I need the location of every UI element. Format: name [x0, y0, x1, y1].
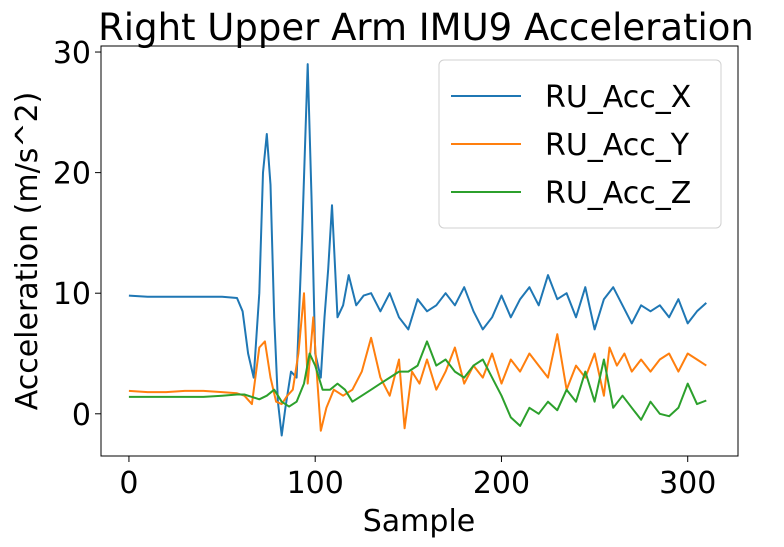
y-axis-ticks: 0 10 20 30: [53, 36, 101, 433]
series-line-ru-acc-y: [128, 292, 707, 432]
series-line-ru-acc-z: [128, 340, 707, 427]
x-tick-label: 200: [473, 466, 530, 501]
x-axis-label: Sample: [363, 504, 476, 539]
x-tick-label: 300: [659, 466, 716, 501]
x-axis-ticks: 0 100 200 300: [119, 456, 716, 501]
y-tick-label: 0: [72, 398, 91, 433]
plot-area: [100, 45, 739, 457]
x-tick-label: 100: [287, 466, 344, 501]
legend-label: RU_Acc_Z: [545, 176, 691, 211]
legend-label: RU_Acc_Y: [545, 128, 690, 163]
series-line-ru-acc-x: [128, 63, 707, 437]
x-tick-label: 0: [119, 466, 138, 501]
y-tick-label: 30: [53, 36, 91, 71]
legend-box: [438, 59, 722, 229]
series-layer: [128, 63, 707, 437]
y-axis-label: Acceleration (m/s^2): [10, 92, 45, 411]
y-tick-label: 10: [53, 277, 91, 312]
y-tick-label: 20: [53, 157, 91, 192]
legend: RU_Acc_X RU_Acc_Y RU_Acc_Z: [438, 59, 722, 229]
chart-title: Right Upper Arm IMU9 Acceleration: [98, 6, 754, 49]
legend-label: RU_Acc_X: [545, 80, 691, 115]
